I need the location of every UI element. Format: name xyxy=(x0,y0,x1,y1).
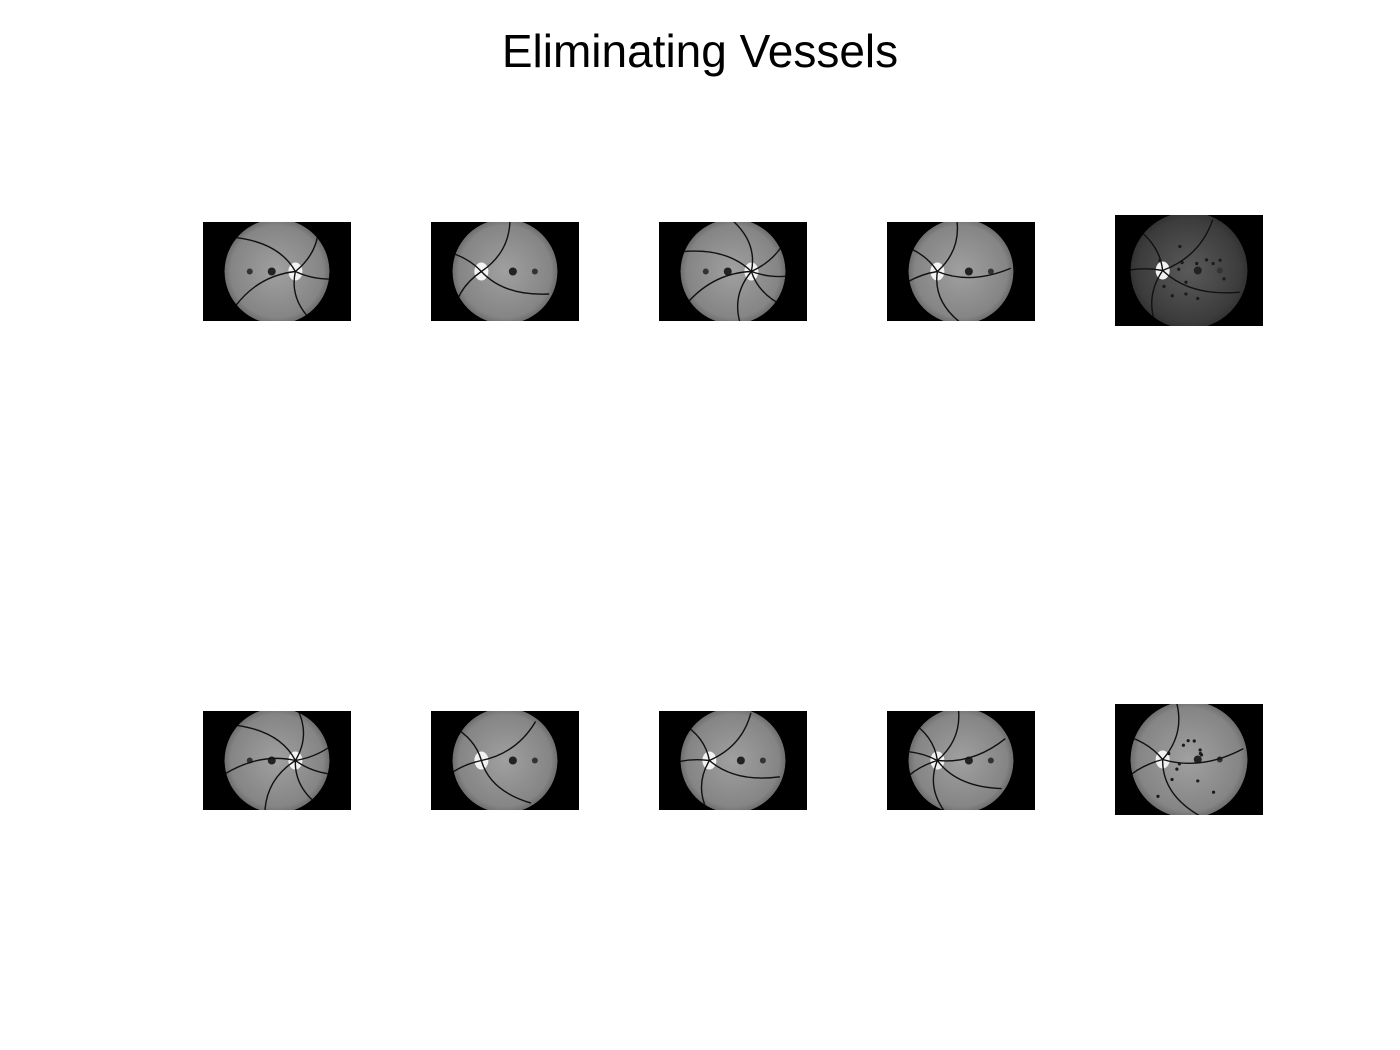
fundus-3-image xyxy=(659,222,807,321)
fundus-4-image xyxy=(887,222,1035,321)
fundus-10-image xyxy=(1115,704,1263,815)
fundus-8-image xyxy=(659,711,807,810)
fundus-5-image xyxy=(1115,215,1263,326)
fundus-9-image xyxy=(887,711,1035,810)
fundus-1-image xyxy=(203,222,351,321)
fundus-7-image xyxy=(431,711,579,810)
fundus-6-image xyxy=(203,711,351,810)
figure-title: Eliminating Vessels xyxy=(501,25,899,77)
fundus-2-image xyxy=(431,222,579,321)
